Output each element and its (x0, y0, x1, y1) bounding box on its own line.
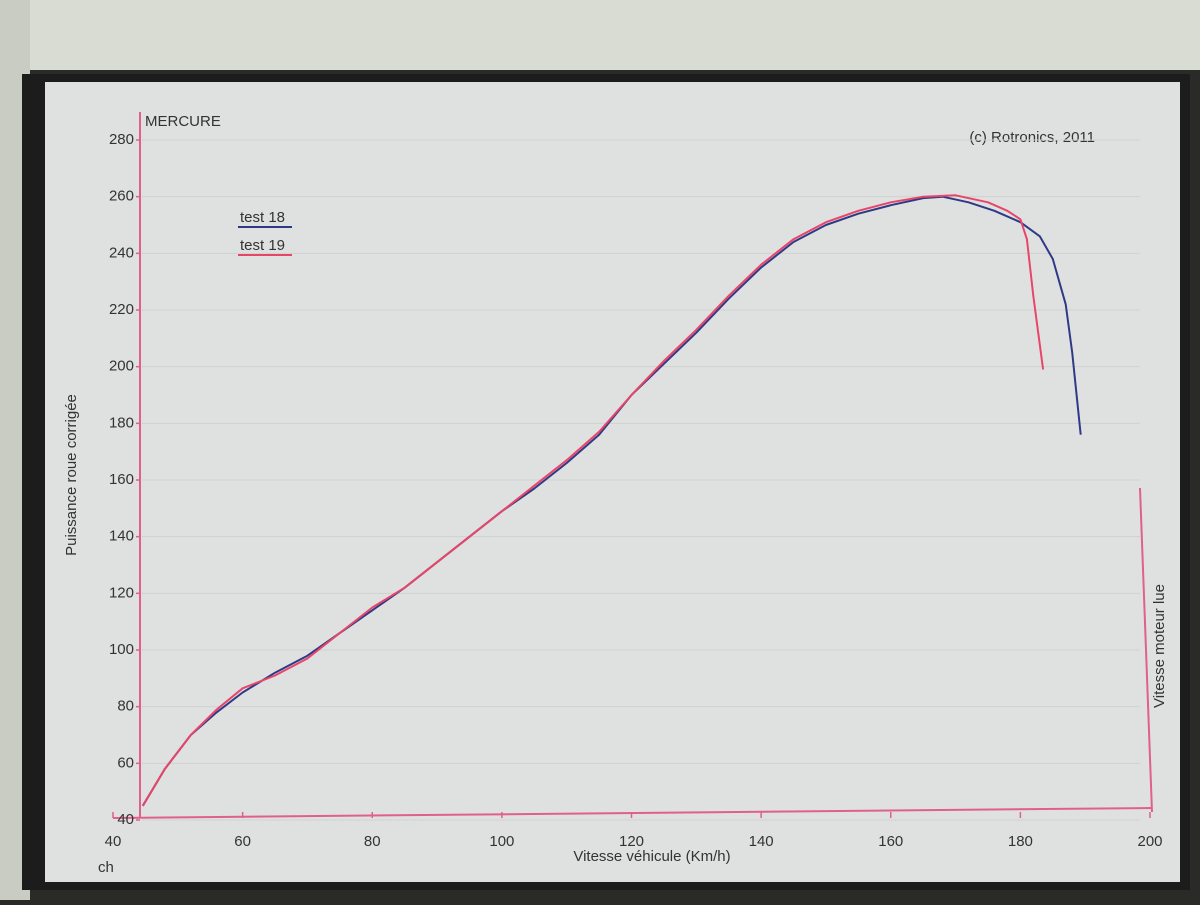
y-tick-label: 220 (109, 301, 134, 318)
x-tick-label: 180 (1008, 833, 1033, 850)
paper (45, 82, 1180, 882)
x-tick-label: 120 (619, 833, 644, 850)
y-tick-label: 260 (109, 188, 134, 205)
x-tick-label: 40 (105, 833, 122, 850)
legend-label: test 19 (240, 237, 285, 254)
y-tick-label: 120 (109, 584, 134, 601)
y-unit: ch (98, 859, 114, 876)
y-axis-label: Puissance roue corrigée (63, 394, 80, 556)
y-tick-label: 140 (109, 528, 134, 545)
y-tick-label: 100 (109, 641, 134, 658)
y-tick-label: 200 (109, 358, 134, 375)
y-tick-label: 160 (109, 471, 134, 488)
x-tick-label: 80 (364, 833, 381, 850)
y2-axis-label: Vitesse moteur lue (1151, 584, 1168, 708)
x-tick-label: 60 (234, 833, 251, 850)
x-tick-label: 160 (878, 833, 903, 850)
y-tick-label: 80 (117, 698, 134, 715)
x-tick-label: 200 (1137, 833, 1162, 850)
chart-title: MERCURE (145, 113, 221, 130)
table-surface (0, 0, 1200, 70)
series-line (141, 194, 1045, 807)
x-axis-label: Vitesse véhicule (Km/h) (573, 848, 730, 865)
y-tick-label: 240 (109, 244, 134, 261)
y-tick-label: 180 (109, 414, 134, 431)
copyright: (c) Rotronics, 2011 (969, 129, 1095, 146)
y-tick-label: 60 (117, 754, 134, 771)
x-tick-label: 100 (489, 833, 514, 850)
x-tick-label: 140 (749, 833, 774, 850)
x-axis (112, 807, 1153, 819)
y-tick-label: 280 (109, 131, 134, 148)
legend-label: test 18 (240, 209, 285, 226)
series-line (141, 195, 1082, 807)
y-tick-label: 40 (117, 811, 134, 828)
y2-axis (1139, 487, 1153, 813)
